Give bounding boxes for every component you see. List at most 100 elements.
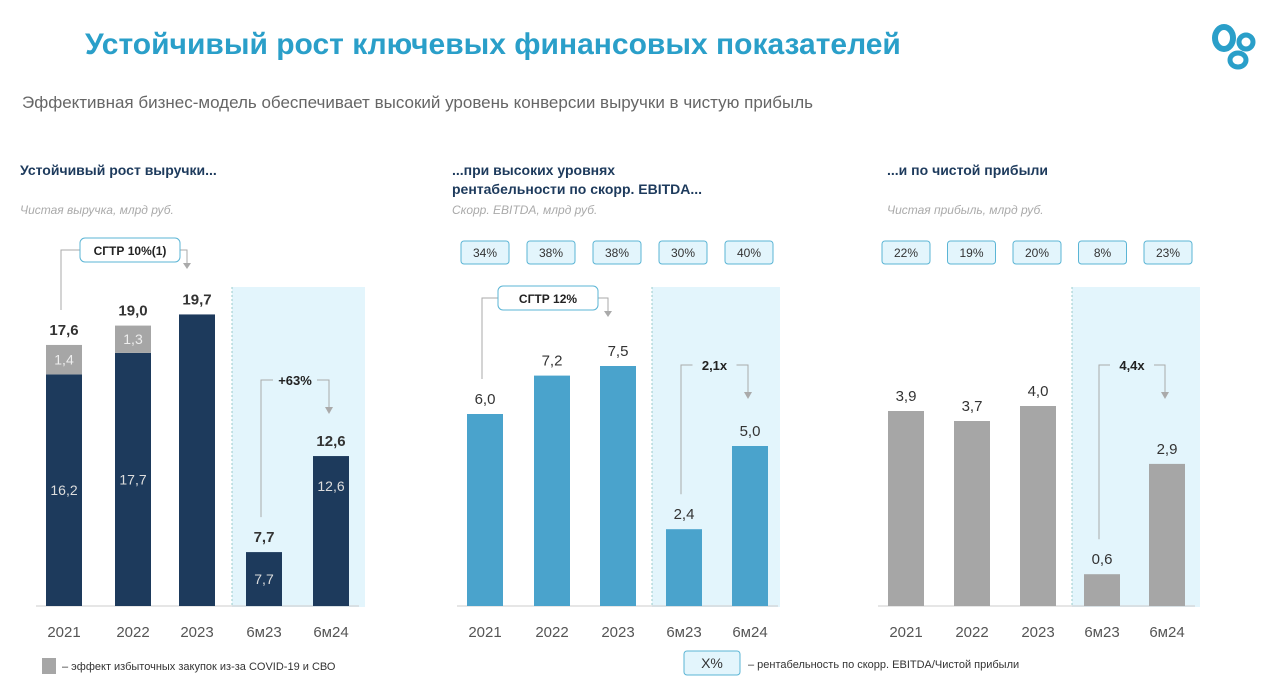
bar bbox=[246, 552, 282, 606]
cagr-badge bbox=[497, 285, 599, 311]
bar bbox=[732, 446, 768, 606]
bar bbox=[666, 529, 702, 606]
x-tick-label: 2021 bbox=[889, 624, 922, 641]
growth-bracket bbox=[1098, 364, 1166, 540]
bar bbox=[179, 314, 215, 606]
margin-label: 19% bbox=[959, 246, 983, 260]
growth-bracket bbox=[260, 379, 330, 518]
margin-badge bbox=[881, 240, 931, 265]
bar-total-label: 12,6 bbox=[316, 433, 345, 450]
bar bbox=[467, 414, 503, 606]
legend-margin-box-label: X% bbox=[701, 655, 723, 671]
bar-inner-label: 12,6 bbox=[317, 478, 344, 494]
margin-badge bbox=[526, 240, 576, 265]
cagr-label: СГТР 12% bbox=[519, 292, 577, 306]
x-tick-label: 2021 bbox=[47, 624, 80, 641]
margin-badge bbox=[460, 240, 510, 265]
bar bbox=[1084, 574, 1120, 606]
margin-label: 38% bbox=[539, 246, 563, 260]
page-title: Устойчивый рост ключевых финансовых пока… bbox=[85, 28, 901, 61]
arrow-icon bbox=[183, 263, 191, 269]
bar-total-label: 19,7 bbox=[182, 291, 211, 308]
chart-heading-revenue: Устойчивый рост выручки... bbox=[20, 162, 217, 178]
bar bbox=[600, 366, 636, 606]
page-subtitle: Эффективная бизнес-модель обеспечивает в… bbox=[22, 93, 814, 112]
margin-label: 38% bbox=[605, 246, 629, 260]
bar bbox=[115, 352, 151, 606]
margin-label: 34% bbox=[473, 246, 497, 260]
x-tick-label: 6м23 bbox=[1084, 624, 1119, 641]
chart-heading-net-profit: ...и по чистой прибыли bbox=[887, 162, 1049, 178]
legend-covid-swatch bbox=[42, 658, 56, 674]
x-tick-label: 2022 bbox=[955, 624, 988, 641]
bar-inner-label: 17,7 bbox=[119, 471, 146, 487]
arrow-icon bbox=[1161, 392, 1169, 399]
x-tick-label: 2022 bbox=[535, 624, 568, 641]
margin-badge bbox=[1143, 240, 1193, 265]
arrow-icon bbox=[325, 407, 333, 414]
legend-margin-swatch bbox=[683, 650, 741, 676]
margin-label: 8% bbox=[1094, 246, 1112, 260]
cagr-label: СГТР 10%(1) bbox=[94, 244, 167, 258]
arrow-icon bbox=[744, 392, 752, 399]
margin-label: 30% bbox=[671, 246, 695, 260]
margin-badge bbox=[1012, 240, 1062, 265]
x-tick-label: 2021 bbox=[468, 624, 501, 641]
bar-total-label: 6,0 bbox=[475, 391, 496, 408]
margin-label: 22% bbox=[894, 246, 918, 260]
bar bbox=[313, 456, 349, 606]
bar-total-label: 2,4 bbox=[674, 506, 695, 523]
bar bbox=[954, 421, 990, 606]
margin-badge bbox=[947, 240, 996, 265]
x-tick-label: 2023 bbox=[1021, 624, 1054, 641]
logo-icon bbox=[1212, 24, 1256, 70]
bar-total-label: 2,9 bbox=[1157, 441, 1178, 458]
bar-inner-label: 7,7 bbox=[254, 571, 274, 587]
margin-label: 40% bbox=[737, 246, 761, 260]
bar-total-label: 19,0 bbox=[118, 303, 147, 320]
x-tick-label: 2023 bbox=[180, 624, 213, 641]
arrow-icon bbox=[604, 311, 612, 317]
margin-badge bbox=[1078, 240, 1127, 265]
x-tick-label: 6м24 bbox=[732, 624, 767, 641]
margin-badge bbox=[724, 240, 774, 265]
margin-label: 20% bbox=[1025, 246, 1049, 260]
cagr-badge bbox=[79, 237, 181, 263]
growth-label: 4,4x bbox=[1119, 358, 1145, 373]
x-tick-label: 2023 bbox=[601, 624, 634, 641]
legend-covid-label: – эффект избыточных закупок из-за COVID-… bbox=[62, 661, 336, 673]
margin-badge bbox=[658, 240, 708, 265]
bar-total-label: 5,0 bbox=[740, 423, 761, 440]
growth-bracket bbox=[680, 364, 749, 495]
bar-total-label: 7,7 bbox=[254, 529, 275, 546]
x-tick-label: 2022 bbox=[116, 624, 149, 641]
bar-total-label: 7,2 bbox=[542, 353, 563, 370]
bar-covid bbox=[115, 325, 151, 353]
x-tick-label: 6м24 bbox=[1149, 624, 1184, 641]
chart-ylabel: Скорр. EBITDA, млрд руб. bbox=[452, 203, 597, 217]
bar bbox=[46, 374, 82, 606]
bar bbox=[1149, 463, 1185, 606]
covid-label: 1,3 bbox=[123, 331, 143, 347]
chart-ylabel: Чистая выручка, млрд руб. bbox=[20, 203, 174, 217]
chart-heading-ebitda: ...при высоких уровнях рентабельности по… bbox=[452, 162, 703, 197]
bar-covid bbox=[46, 344, 82, 375]
legend-margin-label: – рентабельность по скорр. EBITDA/Чистой… bbox=[748, 659, 1019, 671]
x-tick-label: 6м24 bbox=[313, 624, 348, 641]
growth-label: 2,1x bbox=[702, 358, 728, 373]
margin-label: 23% bbox=[1156, 246, 1180, 260]
margin-badge bbox=[592, 240, 642, 265]
bar bbox=[1020, 406, 1056, 606]
bar-total-label: 4,0 bbox=[1028, 383, 1049, 400]
bar-total-label: 7,5 bbox=[608, 343, 629, 360]
bar bbox=[888, 411, 924, 606]
x-tick-label: 6м23 bbox=[246, 624, 281, 641]
chart-ylabel: Чистая прибыль, млрд руб. bbox=[887, 203, 1044, 217]
growth-label: +63% bbox=[278, 373, 312, 388]
bar bbox=[534, 375, 570, 606]
bar-total-label: 3,7 bbox=[962, 398, 983, 415]
bar-total-label: 17,6 bbox=[49, 322, 78, 339]
bar-total-label: 3,9 bbox=[896, 388, 917, 405]
bar-inner-label: 16,2 bbox=[50, 482, 77, 498]
